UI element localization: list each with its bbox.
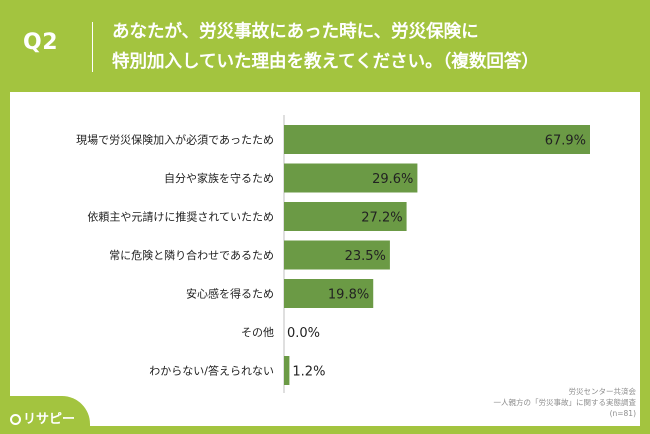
category-label-5: その他 — [241, 326, 274, 339]
source-line-1: 労災センター共済会 — [568, 387, 637, 396]
source-line-3: (n=81) — [609, 409, 636, 418]
bar-3 — [284, 240, 390, 270]
value-label-1: 29.6% — [372, 172, 413, 187]
bar-1 — [284, 163, 418, 193]
category-label-1: 自分や家族を守るため — [164, 171, 274, 185]
question-title-line-1: あなたが、労災事故にあった時に、労災保険に — [112, 22, 479, 42]
question-title-line-2: 特別加入していた理由を教えてください。（複数回答） — [112, 52, 539, 72]
value-label-4: 19.8% — [328, 288, 369, 303]
category-label-4: 安心感を得るため — [186, 287, 274, 301]
header: Q2 あなたが、労災事故にあった時に、労災保険に 特別加入していた理由を教えてく… — [0, 0, 650, 92]
category-label-0: 現場で労災保険加入が必須であったため — [76, 133, 274, 147]
brand-name: リサピー — [23, 412, 76, 427]
category-label-3: 常に危険と隣り合わせであるため — [109, 248, 274, 262]
bar-2 — [284, 202, 407, 231]
category-label-6: わからない/答えられない — [149, 364, 274, 378]
bar-6 — [284, 356, 290, 385]
question-number: Q2 — [23, 30, 59, 55]
brand-circle-icon — [10, 414, 21, 425]
question-title: あなたが、労災事故にあった時に、労災保険に 特別加入していた理由を教えてください… — [112, 17, 642, 77]
value-label-3: 23.5% — [345, 249, 386, 264]
bar-0 — [284, 125, 590, 154]
category-label-2: 依頼主や元請けに推奨されていたため — [87, 210, 274, 224]
value-label-5: 0.0% — [287, 326, 320, 341]
header-divider — [92, 22, 93, 72]
bar-chart: 現場で労災保険加入が必須であったため 67.9% 自分や家族を守るため 29.6% 依頼… — [76, 115, 590, 393]
source-note: 労災センター共済会 一人親方の「労災事故」に関する実態調査 (n=81) — [494, 386, 637, 419]
value-label-2: 27.2% — [361, 211, 402, 226]
bar-4 — [284, 279, 374, 308]
brand-logo: リサピー — [10, 408, 75, 427]
value-label-0: 67.9% — [545, 134, 586, 149]
value-label-6: 1.2% — [292, 365, 325, 380]
source-line-2: 一人親方の「労災事故」に関する実態調査 — [493, 398, 637, 407]
chart-panel: 現場で労災保険加入が必須であったため 67.9% 自分や家族を守るため 29.6% 依頼… — [10, 92, 640, 426]
